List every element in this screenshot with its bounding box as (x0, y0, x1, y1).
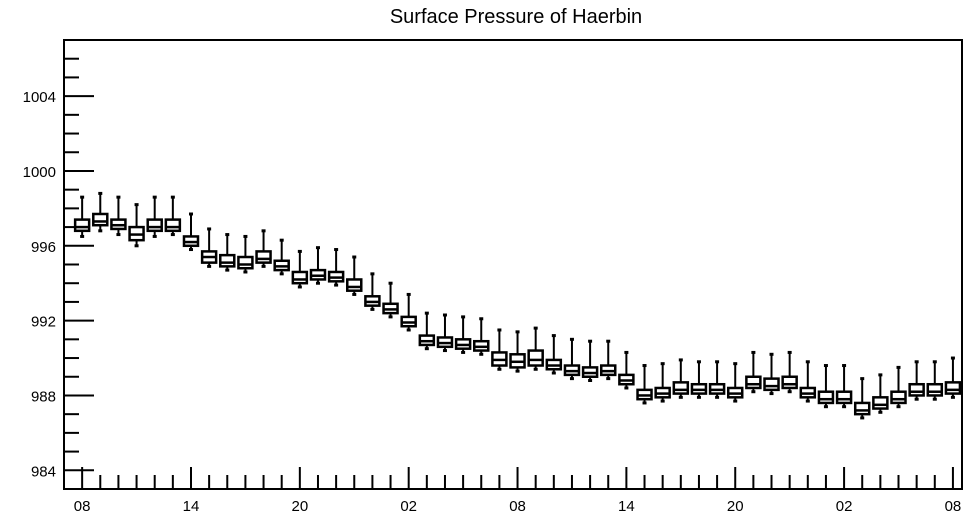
box (454, 315, 472, 354)
box (726, 362, 744, 403)
box-body (817, 390, 835, 405)
box (509, 330, 526, 373)
y-tick-label: 984 (31, 463, 56, 480)
box-body (219, 253, 236, 268)
box (400, 292, 417, 332)
box (273, 238, 290, 276)
box (128, 203, 145, 248)
box (853, 377, 871, 420)
x-tick-label: 08 (945, 498, 962, 515)
box (527, 326, 544, 371)
box-body (763, 377, 780, 392)
box (781, 350, 798, 394)
box (745, 350, 762, 394)
box (146, 195, 163, 238)
box (563, 337, 581, 381)
box-body (291, 270, 309, 285)
box (309, 246, 327, 285)
box (436, 313, 454, 353)
box-body (255, 250, 272, 264)
y-tick-label: 996 (31, 239, 56, 256)
box (763, 352, 780, 396)
box (835, 364, 853, 409)
box-body (346, 278, 363, 292)
x-tick-label: 14 (183, 498, 200, 515)
box-body (853, 401, 871, 416)
box (364, 272, 381, 311)
box (92, 191, 109, 233)
box (926, 360, 944, 401)
box (237, 234, 254, 274)
box (817, 364, 835, 409)
box (382, 281, 399, 319)
box (581, 339, 599, 382)
boxes (73, 191, 962, 420)
x-tick-label: 02 (836, 498, 853, 515)
box-body (237, 255, 254, 270)
box (908, 360, 925, 401)
chart-title: Surface Pressure of Haerbin (390, 6, 642, 28)
box (944, 356, 962, 399)
box (255, 229, 272, 268)
box (418, 311, 436, 351)
box-body (926, 382, 944, 397)
box (73, 195, 91, 238)
x-tick-label: 20 (291, 498, 308, 515)
box (672, 358, 690, 399)
box (890, 365, 907, 409)
box (636, 364, 653, 405)
x-tick-label: 20 (727, 498, 744, 515)
x-tick-label: 02 (400, 498, 417, 515)
y-tick-label: 988 (31, 388, 56, 405)
box-body (73, 218, 91, 233)
box (799, 360, 817, 403)
box (618, 350, 635, 390)
box (291, 249, 309, 289)
box-body (146, 218, 163, 233)
y-tick-label: 992 (31, 314, 56, 331)
box (200, 227, 218, 268)
box (491, 328, 508, 371)
box (346, 255, 363, 296)
box-body (908, 382, 925, 397)
box (872, 373, 889, 414)
box (110, 195, 127, 237)
box-body (944, 381, 962, 395)
box (690, 360, 708, 399)
box-body (872, 396, 889, 410)
box (327, 248, 345, 287)
box-body (745, 375, 762, 390)
box-body (164, 218, 182, 233)
box-body (781, 375, 798, 390)
y-axis: 984 988 992 996 1000 1004 (23, 39, 94, 490)
box-body (92, 212, 109, 227)
x-tick-label: 14 (618, 498, 635, 515)
box-body (527, 349, 544, 367)
x-axis: 08 14 20 02 08 14 20 02 08 (63, 467, 962, 515)
x-tick-label: 08 (74, 498, 91, 515)
box (164, 195, 182, 237)
box-body (672, 381, 690, 395)
box-body (835, 390, 853, 405)
box (545, 334, 563, 375)
box (473, 317, 490, 356)
y-tick-label: 1000 (23, 164, 56, 181)
box (219, 233, 236, 272)
box (599, 339, 617, 381)
box (654, 362, 671, 403)
plot-frame (63, 39, 963, 490)
y-tick-label: 1004 (23, 89, 56, 106)
x-tick-label: 08 (509, 498, 526, 515)
box (182, 212, 200, 252)
box-body (890, 390, 907, 405)
box (708, 360, 726, 399)
